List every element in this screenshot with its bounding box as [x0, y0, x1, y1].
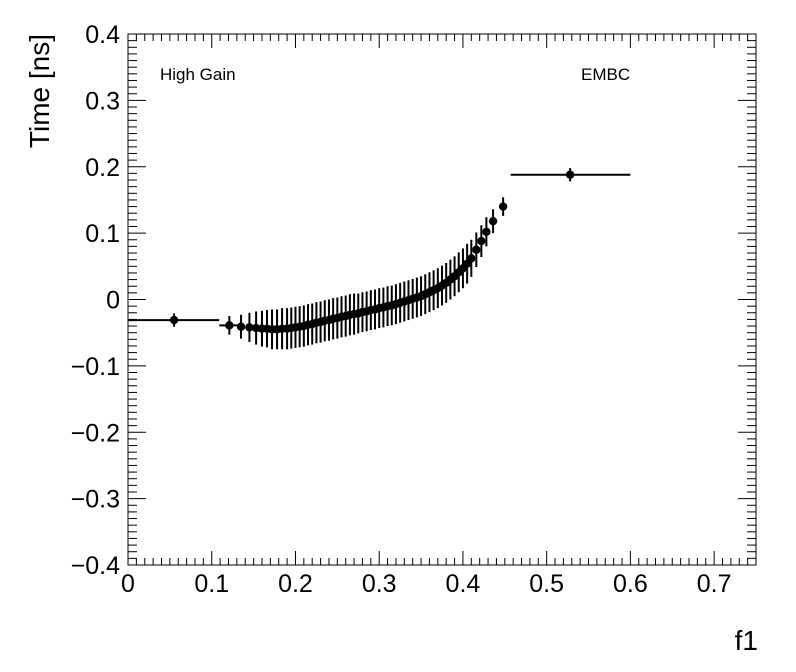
y-tick-label: −0.4	[71, 552, 120, 580]
y-tick-label: 0.1	[85, 220, 120, 248]
y-tick-label: 0.3	[85, 87, 120, 115]
data-point	[498, 197, 508, 216]
x-axis-title: f1	[735, 625, 758, 656]
marker	[482, 227, 491, 236]
data-point	[482, 217, 491, 247]
y-axis-title: Time [ns]	[24, 34, 55, 148]
x-tick-label: 0.3	[362, 570, 397, 598]
marker	[467, 254, 476, 263]
data-point	[458, 248, 468, 289]
data-point	[472, 232, 481, 267]
data-point	[462, 243, 472, 284]
data-point	[488, 209, 498, 234]
marker	[169, 315, 179, 325]
x-tick-label: 0.2	[278, 570, 313, 598]
y-tick-labels: −0.4 −0.3 −0.2 −0.1 0 0.1 0.2 0.3 0.4	[71, 21, 120, 580]
marker	[225, 321, 234, 330]
marker	[236, 322, 246, 331]
x-tick-label: 0.5	[529, 570, 564, 598]
data-point	[245, 312, 254, 342]
y-tick-label: −0.2	[71, 419, 120, 447]
x-tick-label: 0	[121, 570, 135, 598]
x-tick-label: 0.6	[613, 570, 648, 598]
data-point	[128, 313, 220, 327]
data-point	[510, 168, 631, 182]
data-point	[467, 239, 476, 277]
marker	[245, 323, 254, 332]
marker	[498, 202, 508, 211]
x-tick-label: 0.7	[697, 570, 732, 598]
x-tick-labels: 0 0.1 0.2 0.3 0.4 0.5 0.6 0.7	[121, 570, 731, 598]
axis-ticks	[127, 33, 757, 566]
y-tick-label: −0.3	[71, 486, 120, 514]
y-tick-label: −0.1	[71, 353, 120, 381]
marker	[565, 170, 575, 179]
x-tick-label: 0.1	[194, 570, 229, 598]
annotation-embc: EMBC	[581, 65, 630, 84]
data-point	[219, 316, 238, 335]
marker	[477, 236, 486, 246]
marker	[488, 216, 498, 226]
y-tick-label: 0.4	[85, 21, 120, 49]
y-tick-label: 0	[106, 287, 120, 315]
data-point	[236, 314, 246, 339]
x-tick-label: 0.4	[446, 570, 481, 598]
data-points	[128, 168, 631, 350]
y-tick-label: 0.2	[85, 154, 120, 182]
annotation-high-gain: High Gain	[160, 65, 236, 84]
marker	[472, 245, 481, 254]
data-point	[477, 225, 486, 258]
